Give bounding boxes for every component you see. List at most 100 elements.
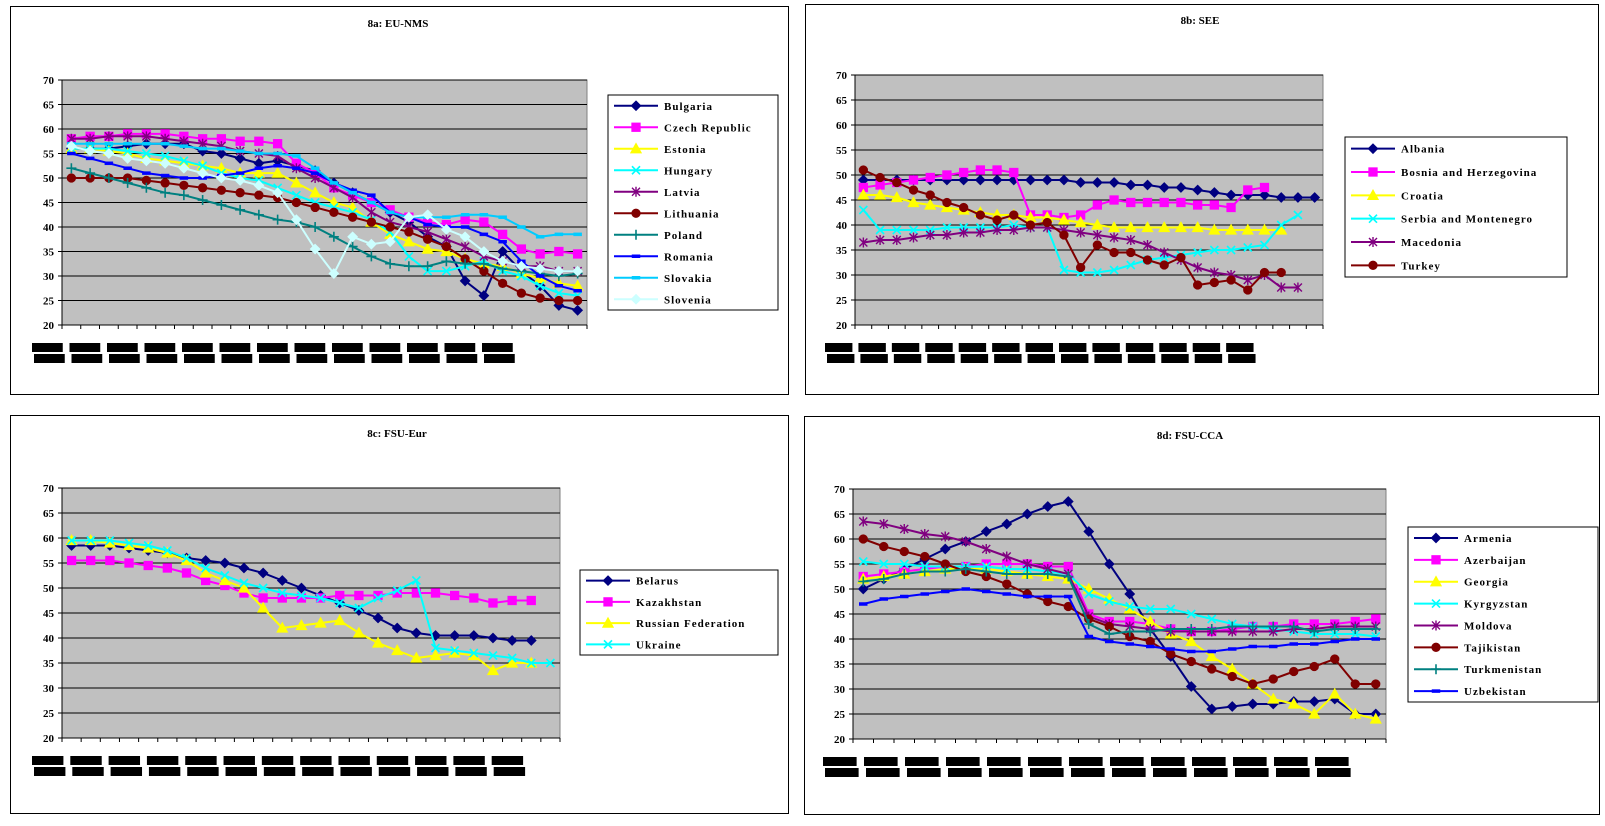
x-tick-label-glyph-gap [1230, 352, 1234, 354]
legend-label: Armenia [1464, 533, 1513, 545]
data-point [1276, 267, 1286, 278]
data-point [991, 174, 1003, 186]
data-point [296, 582, 307, 594]
data-point [104, 161, 114, 166]
y-tick-label: 70 [834, 484, 846, 496]
data-point [486, 664, 500, 676]
series-tajikistan [858, 534, 1381, 689]
x-tick-label-glyph [32, 343, 65, 363]
x-tick-label-glyph-bottom [1030, 768, 1064, 777]
legend-label: Albania [1401, 144, 1445, 156]
data-point [1063, 601, 1073, 612]
x-tick-label-glyph-top [369, 343, 401, 352]
data-point [1042, 501, 1054, 512]
y-tick-label: 20 [834, 734, 846, 746]
x-tick-label-glyph [958, 343, 989, 363]
data-point [366, 217, 377, 227]
data-point [199, 566, 212, 578]
x-tick-label-glyph [257, 343, 290, 363]
data-point [1143, 240, 1152, 250]
y-tick-label: 30 [43, 683, 55, 695]
legend-swatch-marker [1431, 598, 1441, 609]
x-tick-label-glyph-top [491, 756, 524, 765]
data-point [235, 171, 245, 175]
y-tick-label: 25 [43, 296, 55, 308]
legend-item: Georgia [1414, 575, 1508, 589]
x-tick-label-glyph-top [70, 756, 102, 765]
series-line-latvia [71, 135, 578, 273]
data-point [1185, 635, 1198, 647]
data-point [441, 256, 452, 267]
data-point [1124, 626, 1135, 637]
x-tick-label-glyph-gap [495, 765, 499, 767]
data-point [1058, 174, 1070, 186]
data-point [348, 190, 357, 195]
data-point [1192, 184, 1204, 196]
data-point [411, 575, 421, 586]
data-point [920, 592, 929, 596]
x-tick-label-glyph-gap [1029, 352, 1033, 354]
x-tick-label-glyph-bottom [1112, 768, 1146, 777]
data-point [572, 249, 583, 259]
legend-swatch-marker [1367, 143, 1379, 155]
legend-swatch-marker [1368, 214, 1378, 224]
data-point [66, 555, 77, 566]
y-tick-label: 35 [834, 659, 846, 671]
x-tick-label-glyph [185, 756, 219, 776]
data-point [403, 211, 415, 223]
legend-item: Kazakhstan [586, 597, 701, 609]
x-tick-label-glyph-top [891, 343, 920, 352]
legend-label: Macedonia [1401, 237, 1462, 249]
data-point [479, 232, 489, 237]
legend-item: Albania [1351, 143, 1445, 156]
x-tick-label-glyph-bottom [110, 767, 143, 776]
x-tick-label-glyph-bottom [1194, 354, 1223, 363]
x-tick-label-glyph-bottom [907, 768, 941, 777]
data-point [1350, 624, 1361, 634]
x-tick-label-glyph [1028, 757, 1064, 777]
data-point [892, 235, 902, 245]
data-point [410, 627, 422, 639]
data-point [498, 239, 507, 244]
data-point [237, 581, 251, 593]
data-point [347, 241, 358, 252]
legend-label: Bulgaria [664, 101, 713, 113]
x-tick-label-glyph-bottom [109, 354, 140, 363]
legend-label: Bosnia and Herzegovina [1401, 167, 1537, 179]
x-tick-label-glyph-gap [1278, 766, 1281, 768]
y-tick-label: 70 [43, 483, 55, 495]
data-point [1208, 187, 1220, 198]
legend-label: Serbia and Montenegro [1401, 214, 1533, 226]
data-point [1243, 285, 1253, 295]
x-tick-label-glyph-bottom [263, 767, 296, 776]
data-point [1209, 245, 1219, 255]
chart-title: 8c: FSU-Eur [367, 428, 427, 440]
data-point [1176, 252, 1186, 263]
data-point [66, 163, 77, 174]
x-tick-label-glyph [1151, 757, 1187, 777]
data-point [440, 224, 452, 235]
data-point [296, 590, 306, 601]
data-point [975, 165, 986, 175]
data-point [1259, 240, 1270, 250]
x-tick-label-glyph [261, 756, 296, 776]
x-tick-label-glyph-gap [950, 766, 953, 768]
data-point [1043, 596, 1053, 607]
x-tick-label-glyph-gap [1063, 352, 1066, 354]
data-point [1187, 649, 1196, 654]
data-point [1076, 227, 1086, 238]
x-tick-label-glyph-bottom [1228, 354, 1256, 363]
legend-box [579, 569, 779, 656]
x-tick-label-glyph-bottom [893, 354, 922, 363]
x-tick-label-glyph [32, 756, 66, 776]
data-point [178, 162, 190, 174]
data-point [234, 152, 246, 164]
x-tick-label-glyph-top [858, 343, 886, 352]
data-point [919, 566, 930, 577]
data-point [478, 290, 490, 302]
data-point [974, 174, 986, 186]
data-point [442, 215, 451, 219]
series-slovenia [65, 140, 584, 279]
data-point [875, 225, 885, 235]
x-tick-label-glyph-top [146, 756, 179, 765]
